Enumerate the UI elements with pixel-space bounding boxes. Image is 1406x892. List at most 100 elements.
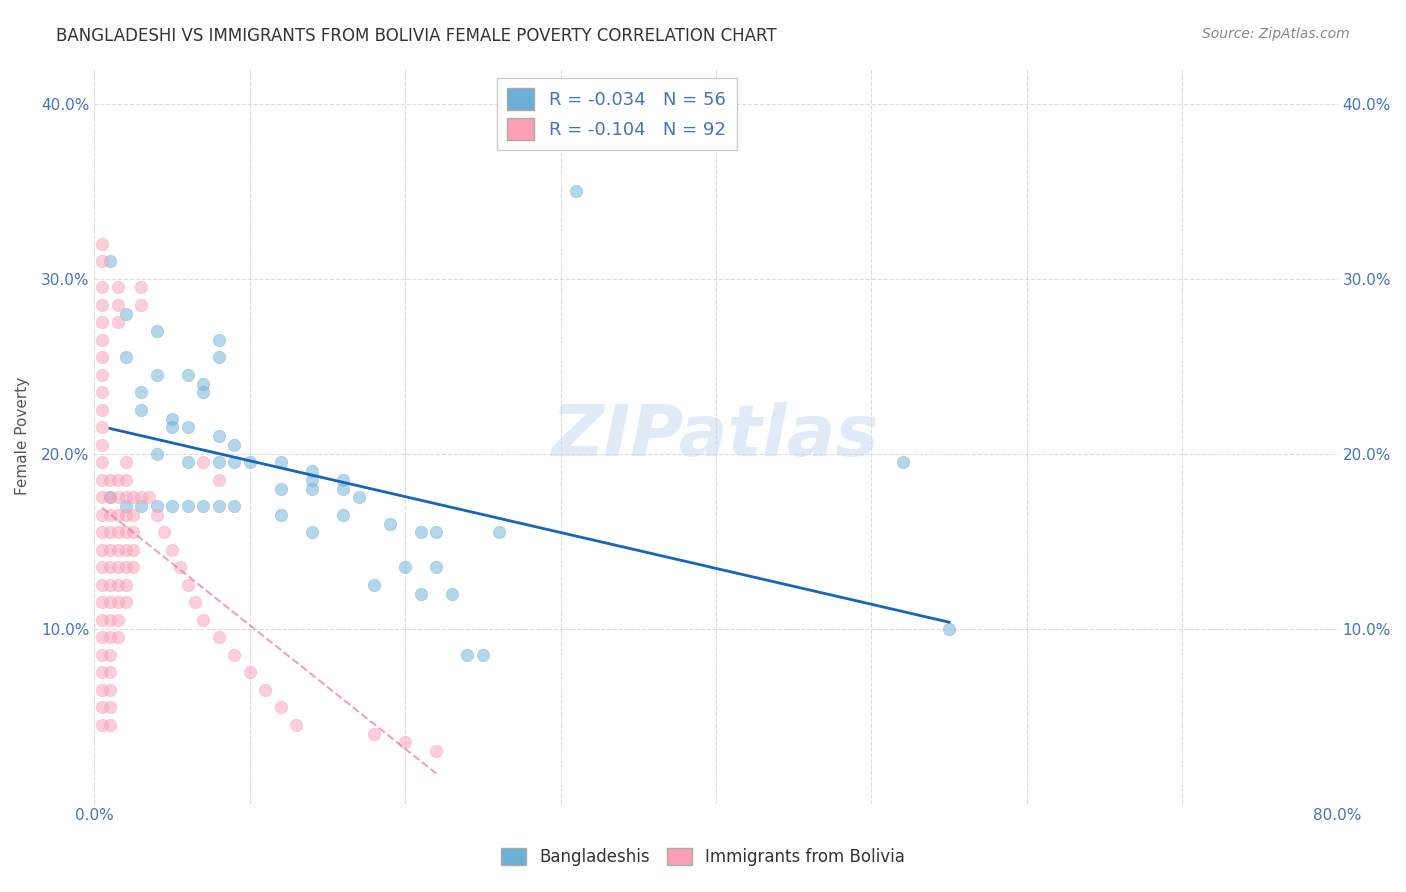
Point: [91, 508, 114, 522]
Point: [98, 491, 121, 505]
Point: [378, 516, 401, 531]
Point: [114, 307, 136, 321]
Point: [193, 455, 215, 469]
Point: [107, 280, 129, 294]
Point: [91, 333, 114, 347]
Point: [114, 542, 136, 557]
Point: [153, 525, 176, 540]
Point: [129, 491, 152, 505]
Point: [145, 499, 167, 513]
Point: [169, 560, 191, 574]
Point: [98, 682, 121, 697]
Text: Source: ZipAtlas.com: Source: ZipAtlas.com: [1202, 27, 1350, 41]
Point: [122, 560, 145, 574]
Point: [91, 700, 114, 714]
Point: [160, 411, 183, 425]
Point: [301, 464, 323, 478]
Legend: R = -0.034   N = 56, R = -0.104   N = 92: R = -0.034 N = 56, R = -0.104 N = 92: [496, 78, 737, 151]
Point: [91, 491, 114, 505]
Point: [122, 525, 145, 540]
Legend: Bangladeshis, Immigrants from Bolivia: Bangladeshis, Immigrants from Bolivia: [492, 840, 914, 875]
Point: [425, 525, 447, 540]
Point: [98, 631, 121, 645]
Point: [91, 455, 114, 469]
Point: [114, 455, 136, 469]
Point: [193, 613, 215, 627]
Point: [129, 499, 152, 513]
Point: [488, 525, 510, 540]
Point: [91, 560, 114, 574]
Point: [208, 473, 231, 487]
Point: [208, 499, 231, 513]
Point: [91, 385, 114, 400]
Point: [98, 613, 121, 627]
Point: [91, 280, 114, 294]
Point: [270, 482, 292, 496]
Point: [129, 402, 152, 417]
Point: [332, 508, 354, 522]
Point: [160, 499, 183, 513]
Point: [285, 718, 308, 732]
Point: [107, 560, 129, 574]
Point: [91, 254, 114, 268]
Point: [145, 368, 167, 382]
Point: [107, 595, 129, 609]
Point: [91, 420, 114, 434]
Point: [91, 682, 114, 697]
Point: [177, 499, 200, 513]
Y-axis label: Female Poverty: Female Poverty: [15, 377, 30, 495]
Point: [145, 508, 167, 522]
Point: [107, 578, 129, 592]
Point: [91, 595, 114, 609]
Point: [107, 542, 129, 557]
Point: [239, 665, 262, 680]
Point: [254, 682, 277, 697]
Point: [891, 455, 914, 469]
Point: [98, 700, 121, 714]
Point: [91, 631, 114, 645]
Point: [91, 648, 114, 662]
Point: [107, 315, 129, 329]
Point: [363, 726, 385, 740]
Point: [224, 438, 246, 452]
Point: [184, 595, 207, 609]
Point: [91, 438, 114, 452]
Point: [107, 473, 129, 487]
Point: [145, 446, 167, 460]
Point: [98, 254, 121, 268]
Point: [129, 280, 152, 294]
Point: [98, 525, 121, 540]
Point: [193, 376, 215, 391]
Point: [114, 491, 136, 505]
Point: [91, 473, 114, 487]
Point: [129, 385, 152, 400]
Point: [332, 473, 354, 487]
Point: [91, 525, 114, 540]
Point: [91, 351, 114, 365]
Point: [98, 560, 121, 574]
Point: [91, 718, 114, 732]
Point: [122, 542, 145, 557]
Point: [107, 631, 129, 645]
Point: [98, 595, 121, 609]
Point: [177, 455, 200, 469]
Point: [425, 744, 447, 758]
Point: [122, 508, 145, 522]
Point: [938, 622, 960, 636]
Point: [301, 525, 323, 540]
Point: [208, 429, 231, 443]
Text: BANGLADESHI VS IMMIGRANTS FROM BOLIVIA FEMALE POVERTY CORRELATION CHART: BANGLADESHI VS IMMIGRANTS FROM BOLIVIA F…: [56, 27, 778, 45]
Point: [98, 665, 121, 680]
Point: [98, 491, 121, 505]
Point: [224, 455, 246, 469]
Point: [114, 499, 136, 513]
Point: [129, 298, 152, 312]
Point: [107, 508, 129, 522]
Point: [193, 499, 215, 513]
Point: [98, 508, 121, 522]
Point: [208, 351, 231, 365]
Point: [98, 473, 121, 487]
Point: [91, 236, 114, 251]
Point: [160, 542, 183, 557]
Point: [224, 499, 246, 513]
